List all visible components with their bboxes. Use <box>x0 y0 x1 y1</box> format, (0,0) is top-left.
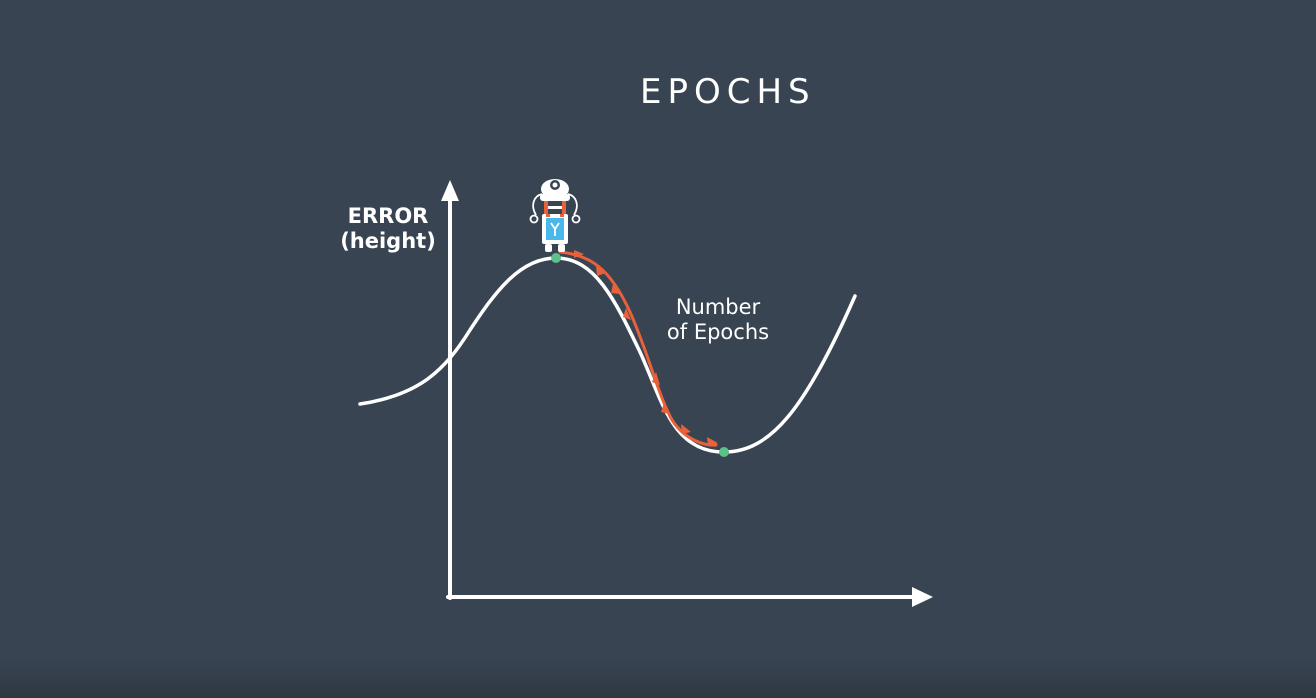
x-axis-arrowhead-icon <box>912 587 933 607</box>
bottom-shade <box>0 658 1316 698</box>
descent-arrow-icon <box>652 372 660 385</box>
slide-title: EPOCHS <box>640 72 816 112</box>
descent-arrow-icon <box>574 250 584 258</box>
descent-arrow-icon <box>681 424 691 434</box>
descent-arrow-icon <box>596 266 606 276</box>
descent-path <box>558 250 718 447</box>
y-axis-arrowhead-icon <box>441 180 459 201</box>
x-axis <box>446 587 933 607</box>
error-curve <box>358 256 857 454</box>
y-axis <box>441 180 459 600</box>
curve-label-line-2: of Epochs <box>666 320 770 344</box>
descent-arrow-icon <box>611 284 620 294</box>
curve-label-line-1: Number <box>675 295 761 319</box>
y-axis-label-line-1: ERROR <box>347 204 429 228</box>
y-axis-label-line-2: (height) <box>340 229 436 253</box>
descent-arrow-icon <box>661 403 669 414</box>
end-point-icon <box>719 447 729 457</box>
descent-arrow-icon <box>623 308 631 320</box>
descent-arrow-icon <box>707 437 718 446</box>
robot-icon <box>529 179 581 252</box>
start-point-icon <box>551 253 561 263</box>
